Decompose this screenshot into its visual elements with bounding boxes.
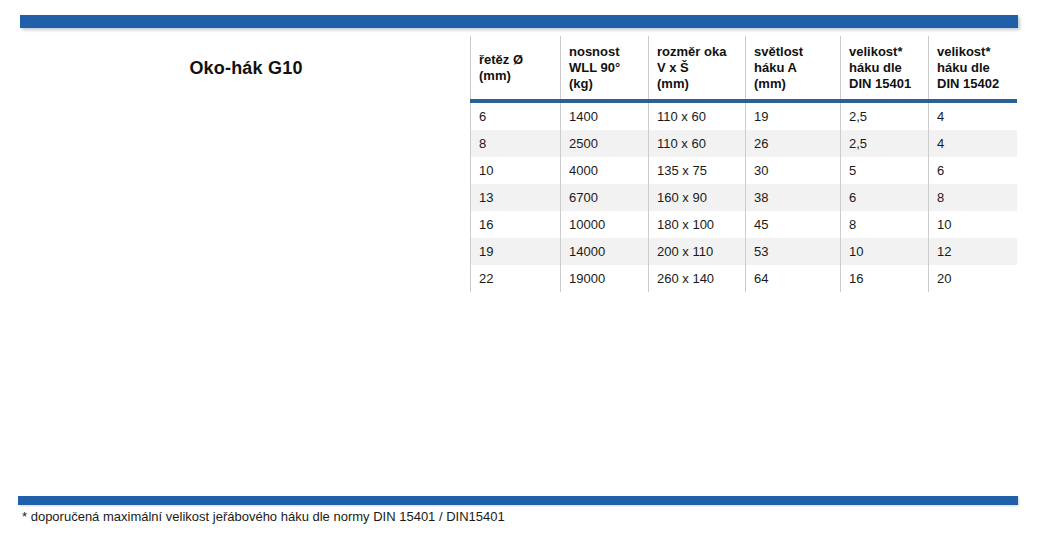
table-cell: 6 xyxy=(929,157,1017,184)
table-cell: 16 xyxy=(471,211,561,238)
table-cell: 110 x 60 xyxy=(649,130,746,157)
table-cell: 4 xyxy=(929,130,1017,157)
table-cell: 6700 xyxy=(561,184,649,211)
table-cell: 22 xyxy=(471,265,561,292)
footnote-text: * doporučená maximální velikost jeřábové… xyxy=(22,509,505,524)
table-row: 1914000200 x 110531012 xyxy=(471,238,1017,265)
table-cell: 53 xyxy=(746,238,841,265)
table-cell: 200 x 110 xyxy=(649,238,746,265)
spec-table-container: řetěz Ø (mm) nosnost WLL 90° (kg) rozměr… xyxy=(470,36,1017,292)
table-cell: 6 xyxy=(841,184,929,211)
top-divider-bar xyxy=(20,15,1018,28)
table-cell: 30 xyxy=(746,157,841,184)
table-row: 1610000180 x 10045810 xyxy=(471,211,1017,238)
table-cell: 8 xyxy=(929,184,1017,211)
table-cell: 13 xyxy=(471,184,561,211)
table-cell: 64 xyxy=(746,265,841,292)
table-cell: 16 xyxy=(841,265,929,292)
product-title-block: Oko-hák G10 xyxy=(20,36,472,100)
table-cell: 4000 xyxy=(561,157,649,184)
spec-table: řetěz Ø (mm) nosnost WLL 90° (kg) rozměr… xyxy=(470,36,1017,292)
column-header-wll: nosnost WLL 90° (kg) xyxy=(561,36,649,101)
table-cell: 20 xyxy=(929,265,1017,292)
page-title: Oko-hák G10 xyxy=(189,58,302,79)
column-header-chain-diameter: řetěz Ø (mm) xyxy=(471,36,561,101)
table-row: 136700160 x 903868 xyxy=(471,184,1017,211)
table-cell: 38 xyxy=(746,184,841,211)
table-cell: 19 xyxy=(471,238,561,265)
table-cell: 2500 xyxy=(561,130,649,157)
bottom-divider-bar xyxy=(18,496,1018,505)
table-cell: 10 xyxy=(841,238,929,265)
table-cell: 180 x 100 xyxy=(649,211,746,238)
table-cell: 260 x 140 xyxy=(649,265,746,292)
table-body: 61400110 x 60192,5482500110 x 60262,5410… xyxy=(471,101,1017,292)
table-cell: 110 x 60 xyxy=(649,101,746,130)
table-row: 2219000260 x 140641620 xyxy=(471,265,1017,292)
column-header-hook-clearance: světlost háku A (mm) xyxy=(746,36,841,101)
table-cell: 10 xyxy=(471,157,561,184)
table-header-row: řetěz Ø (mm) nosnost WLL 90° (kg) rozměr… xyxy=(471,36,1017,101)
table-cell: 26 xyxy=(746,130,841,157)
table-cell: 12 xyxy=(929,238,1017,265)
column-header-hook-size-din15402: velikost* háku dle DIN 15402 xyxy=(929,36,1017,101)
table-cell: 135 x 75 xyxy=(649,157,746,184)
table-cell: 1400 xyxy=(561,101,649,130)
table-cell: 2,5 xyxy=(841,101,929,130)
table-cell: 10000 xyxy=(561,211,649,238)
table-cell: 45 xyxy=(746,211,841,238)
table-cell: 2,5 xyxy=(841,130,929,157)
table-cell: 19000 xyxy=(561,265,649,292)
table-cell: 8 xyxy=(841,211,929,238)
table-header: řetěz Ø (mm) nosnost WLL 90° (kg) rozměr… xyxy=(471,36,1017,101)
table-cell: 10 xyxy=(929,211,1017,238)
table-cell: 160 x 90 xyxy=(649,184,746,211)
table-row: 82500110 x 60262,54 xyxy=(471,130,1017,157)
table-row: 104000135 x 753056 xyxy=(471,157,1017,184)
table-cell: 8 xyxy=(471,130,561,157)
table-cell: 6 xyxy=(471,101,561,130)
table-cell: 5 xyxy=(841,157,929,184)
table-cell: 14000 xyxy=(561,238,649,265)
table-row: 61400110 x 60192,54 xyxy=(471,101,1017,130)
column-header-eye-size: rozměr oka V x Š (mm) xyxy=(649,36,746,101)
table-cell: 4 xyxy=(929,101,1017,130)
table-cell: 19 xyxy=(746,101,841,130)
column-header-hook-size-din15401: velikost* háku dle DIN 15401 xyxy=(841,36,929,101)
